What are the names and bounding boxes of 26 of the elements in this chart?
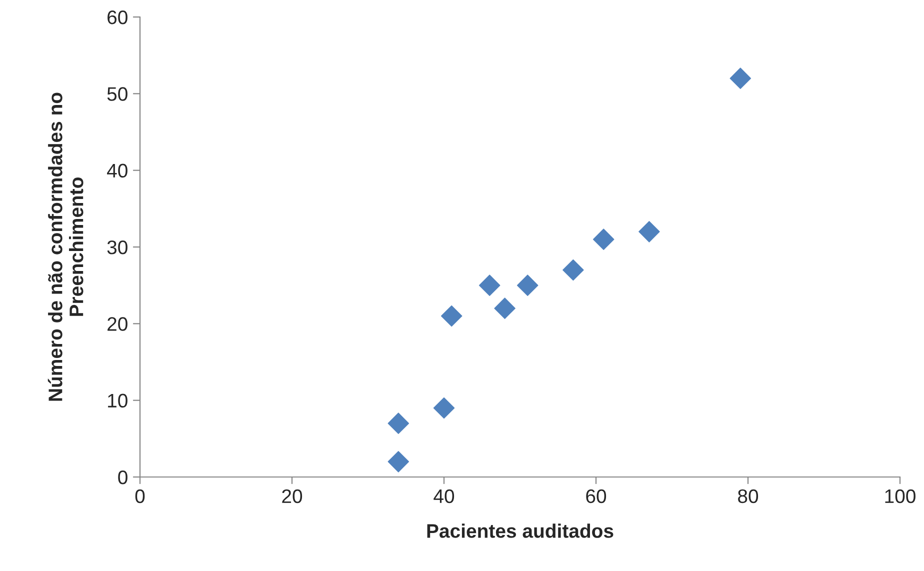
y-axis-title: Número de não conformdades no Preenchimento	[48, 92, 84, 401]
y-tick-label: 60	[108, 10, 128, 24]
point	[388, 412, 410, 434]
point	[433, 397, 455, 419]
x-tick-label: 20	[282, 489, 302, 504]
point	[388, 451, 410, 472]
y-tick-label: 10	[108, 394, 128, 408]
point	[562, 259, 584, 281]
x-tick-label: 0	[135, 489, 145, 504]
point	[592, 228, 614, 250]
point	[730, 68, 752, 89]
point	[440, 305, 462, 327]
x-tick-label: 40	[434, 489, 454, 504]
y-tick-label: 20	[108, 317, 128, 331]
x-tick-label: 100	[885, 489, 916, 504]
point	[516, 274, 538, 296]
y-tick-label: 30	[107, 240, 128, 254]
y-tick-label: 50	[107, 87, 128, 101]
x-axis-title: Pacientes auditados	[427, 524, 614, 538]
point	[638, 221, 660, 242]
x-tick-label: 60	[586, 489, 606, 504]
point	[478, 274, 500, 296]
y-tick-label: 0	[118, 470, 128, 484]
x-tick-label: 80	[738, 489, 758, 504]
point	[494, 298, 516, 319]
y-tick-label: 40	[107, 164, 128, 178]
